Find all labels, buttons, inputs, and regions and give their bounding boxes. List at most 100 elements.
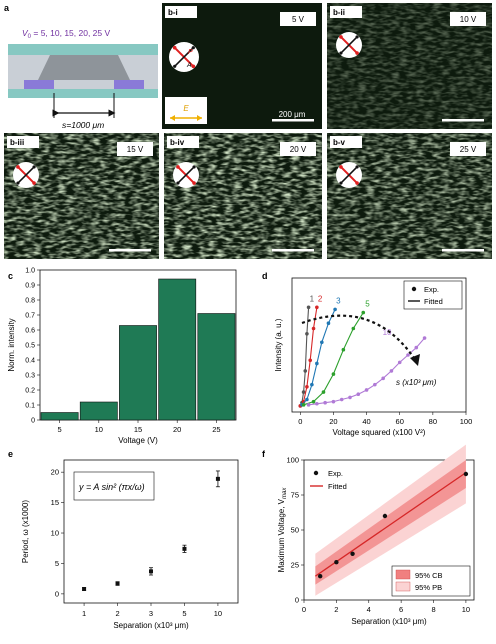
analyzer-arrow-head (339, 51, 343, 55)
voltage-box (280, 12, 316, 26)
y-tick-label: 0.7 (25, 313, 35, 320)
data-point (310, 382, 314, 387)
data-point (315, 401, 319, 406)
polarizer-arrow-head (339, 35, 343, 39)
y-tick-label: 0.5 (25, 343, 35, 350)
y-tick-label: 0.9 (25, 283, 35, 290)
series-2: 2 (298, 294, 323, 408)
data-point (320, 340, 324, 345)
y-tick-label: 0 (55, 589, 59, 598)
voltage-label: 5 V (292, 15, 305, 24)
x-axis-label: Separation (x10³ μm) (113, 621, 189, 630)
voltage-label: 15 V (127, 145, 144, 154)
data-point (406, 353, 410, 357)
series-10: 10 (306, 328, 427, 407)
data-point (305, 332, 309, 336)
y-tick-label: 100 (286, 456, 299, 465)
lc-channel (38, 55, 130, 80)
panel-b: b-i 5 V PA E 200 μm b-ii 10 V b-iii 15 V b-iv 20 V… (4, 3, 492, 259)
scalebar-label: 200 μm (279, 110, 306, 119)
y-tick-label: 0.3 (25, 373, 35, 380)
tile-label-box (330, 136, 362, 148)
x-axis-label: Voltage (V) (118, 436, 158, 445)
bar (40, 412, 79, 421)
scalebar (109, 249, 151, 252)
voltage-box (117, 142, 153, 156)
x-tick-label: 10 (214, 609, 222, 618)
analyzer-arrow-head (173, 64, 177, 68)
y-axis-label: Intensity (a. u.) (274, 318, 283, 371)
data-point (301, 390, 306, 394)
electrode-left (24, 80, 54, 89)
tile-label: b-iii (10, 138, 24, 147)
legend-label: Fitted (424, 297, 443, 306)
series-5: 5 (301, 300, 370, 407)
x-tick-label: 60 (396, 417, 404, 426)
data-point (381, 376, 385, 381)
polarizer-label: P (188, 49, 193, 56)
panel-e: e 0 5 10 15 20 1 2 3 5 10 y = A sin² (πx/ω) Separat… (8, 449, 239, 630)
series-label: 1 (310, 294, 315, 303)
legend-swatch (395, 581, 411, 592)
y-tick-label: 75 (291, 491, 299, 500)
legend-swatch (395, 569, 411, 580)
legend-box (403, 280, 463, 310)
legend-label: Exp. (328, 469, 343, 478)
data-point (315, 361, 319, 366)
data-point (351, 326, 356, 331)
separation-label: s=1000 μm (62, 120, 104, 130)
polarizer-arrow-head (191, 64, 196, 69)
polarizer-arrow-head (192, 181, 196, 185)
x-tick-label: 5 (58, 425, 62, 434)
data-point (82, 587, 87, 592)
trend-arrow-head (410, 354, 420, 366)
data-point (373, 382, 377, 387)
data-point (326, 321, 331, 326)
series-label: 2 (318, 294, 323, 303)
voltage-label: 20 V (290, 145, 307, 154)
data-point (305, 385, 309, 389)
data-point (331, 399, 336, 404)
micrograph-tile: b-v 25 V (327, 133, 492, 259)
y-tick-label: 0.6 (25, 328, 35, 335)
data-point (149, 569, 153, 574)
y-axis-label: Norm. intensity (7, 318, 16, 371)
tile-label-box (7, 136, 39, 148)
y-tick-label: 15 (51, 498, 59, 507)
data-point (339, 397, 344, 402)
panel-label: e (8, 449, 13, 459)
y-tick-label: 10 (51, 529, 59, 538)
x-tick-label: 1 (82, 609, 86, 618)
x-tick-label: 4 (367, 605, 371, 614)
y-tick-label: 0 (295, 596, 299, 605)
panel-c: c 0 0.1 0.2 0.3 0.4 0.5 0.6 0.7 0.8 0.9 1.0 5 10 15 20… (7, 268, 237, 445)
data-point (311, 399, 316, 404)
series-label: 3 (336, 296, 341, 305)
tile-label: b-i (168, 8, 178, 17)
x-tick-label: 10 (462, 605, 470, 614)
y-tick-label: 25 (291, 561, 299, 570)
legend-marker (313, 470, 319, 476)
bottom-glass (8, 89, 158, 98)
micrograph-tile: b-iv 20 V (164, 133, 322, 259)
x-tick-label: 10 (95, 425, 103, 434)
x-tick-label: 0 (298, 417, 302, 426)
panel-label: c (8, 271, 13, 281)
data-point (341, 347, 346, 352)
bar (158, 278, 197, 421)
x-tick-label: 20 (329, 417, 337, 426)
polarizer-icon (336, 32, 362, 58)
data-point (303, 369, 308, 373)
analyzer-line (17, 166, 35, 184)
legend: Exp. Fitted (403, 280, 463, 310)
polarizer-icon: PA (169, 42, 199, 72)
data-point (356, 392, 361, 397)
data-point (350, 551, 355, 556)
panel-d: d 0 20 40 60 80 100 1 2 3 5 10 s (x10³ μm) Exp. Fitte… (262, 271, 472, 437)
data-point (321, 390, 326, 394)
data-point (115, 581, 120, 586)
bar (79, 401, 118, 421)
data-point (182, 546, 187, 551)
